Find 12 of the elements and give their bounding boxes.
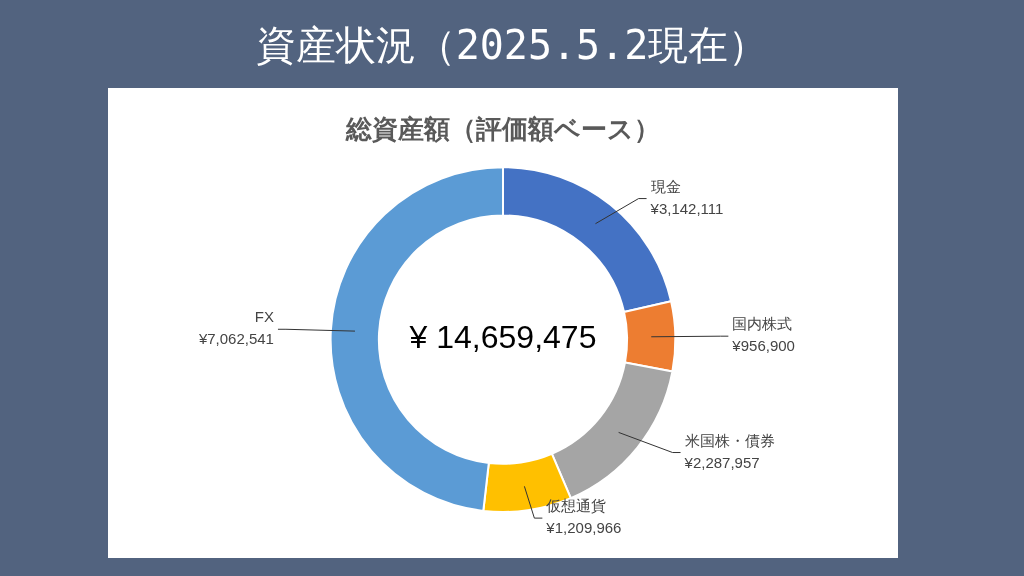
data-label: ¥2,287,957 bbox=[683, 453, 760, 471]
slice-label: FX bbox=[254, 308, 274, 326]
data-label: ¥1,209,966 bbox=[545, 519, 622, 537]
data-label: ¥3,142,111 bbox=[649, 199, 724, 217]
slice-label: 米国株・債券 bbox=[684, 431, 775, 449]
chart-subtitle: 総資産額（評価額ベース） bbox=[345, 113, 660, 144]
slice-label: 国内株式 bbox=[732, 315, 793, 333]
data-label: ¥7,062,541 bbox=[197, 330, 274, 348]
slice-label: 現金 bbox=[650, 177, 681, 195]
text: ¥ 14,659,475 bbox=[408, 319, 597, 356]
data-label: ¥956,900 bbox=[731, 337, 795, 355]
chart-title: 資産状況（2025.5.2現在） bbox=[254, 21, 770, 70]
